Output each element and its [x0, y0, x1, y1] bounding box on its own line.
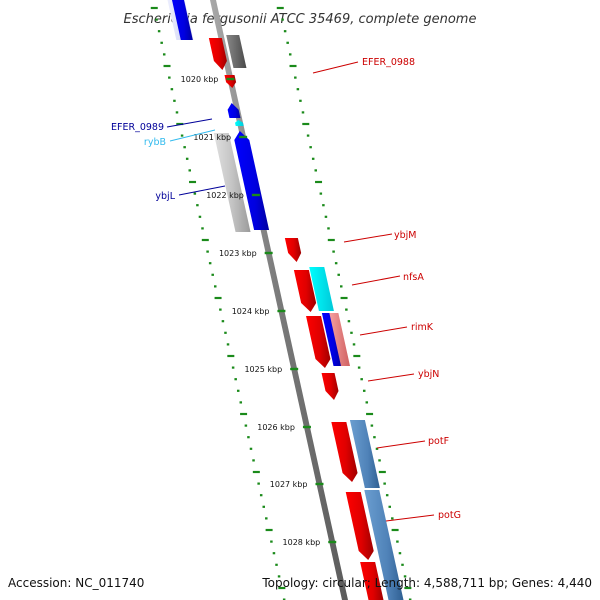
map-title: Escherichia fergusonii ATCC 35469, compl…: [124, 12, 477, 27]
feature-red-rimk: [306, 316, 331, 368]
gene-label-leader: [367, 373, 415, 382]
gene-label-ybjm[interactable]: ybjM: [394, 230, 417, 241]
scale-tick-label: 1024 kbp: [232, 307, 270, 316]
scale-tick-label: 1022 kbp: [206, 191, 244, 200]
feature-red-efer0988: [208, 38, 227, 70]
gene-label-leader: [351, 275, 401, 286]
gene-label-efer-0989[interactable]: EFER_0989: [111, 122, 164, 133]
genome-summary-text: Topology: circular; Length: 4,588,711 bp…: [261, 576, 592, 590]
gene-label-ybjl[interactable]: ybjL: [155, 191, 175, 202]
gene-label-potg[interactable]: potG: [438, 510, 461, 521]
scale-tick-label: 1023 kbp: [219, 249, 257, 258]
gene-label-leader: [312, 61, 359, 74]
scale-tick-label: 1021 kbp: [193, 133, 231, 142]
gene-label-leader: [376, 440, 426, 449]
scale-tick-label: 1028 kbp: [283, 538, 321, 547]
feature-blue-ybjl: [234, 131, 270, 230]
gene-label-leader: [166, 118, 213, 128]
feature-red-nfsa: [293, 270, 317, 312]
gene-label-rybb[interactable]: rybB: [144, 137, 166, 148]
gene-label-leader: [169, 129, 216, 142]
feature-red-ybjm: [284, 238, 302, 262]
gene-label-leader: [178, 185, 226, 196]
feature-steel-potf: [349, 420, 380, 488]
scale-tick-label: 1020 kbp: [181, 75, 219, 84]
feature-blue-efer0989: [227, 103, 241, 118]
feature-salmon-rimk: [329, 313, 351, 366]
gene-label-potf[interactable]: potF: [428, 436, 449, 447]
gene-label-nfsa[interactable]: nfsA: [403, 272, 424, 283]
gene-label-leader: [359, 326, 408, 336]
feature-cyan-rybb: [234, 120, 244, 126]
gene-label-leader: [343, 233, 393, 243]
feature-cyan-nfsa: [309, 267, 334, 311]
scale-tick-label: 1025 kbp: [244, 365, 282, 374]
feature-blue-rimk: [321, 313, 342, 366]
scale-tick-layer: 1020 kbp 1021 kbp 1022 kbp 1023 kbp 1024 kbp…: [150, 6, 412, 600]
feature-red-potf: [331, 422, 358, 482]
feature-gray-ybjl: [213, 133, 251, 232]
feature-blue-top: [171, 0, 193, 40]
feature-red-potg: [345, 492, 374, 560]
feature-dark-gray: [226, 35, 247, 68]
gene-label-efer-0988[interactable]: EFER_0988: [362, 57, 415, 68]
feature-red-bottom: [360, 562, 384, 600]
feature-layer: [167, 0, 404, 600]
gene-label-leader: [385, 514, 435, 522]
scale-tick-label: 1026 kbp: [257, 423, 295, 432]
feature-steel-potg: [364, 490, 404, 600]
gene-label-layer: EFER_0988 EFER_0989 rybB ybjL ybjM nfsA rimK yb…: [111, 57, 461, 522]
gene-label-ybjn[interactable]: ybjN: [418, 369, 439, 380]
gene-label-rimk[interactable]: rimK: [411, 322, 434, 333]
accession-text: Accession: NC_011740: [8, 576, 144, 590]
scale-tick-label: 1027 kbp: [270, 480, 308, 489]
feature-red-ybjn: [321, 373, 339, 400]
